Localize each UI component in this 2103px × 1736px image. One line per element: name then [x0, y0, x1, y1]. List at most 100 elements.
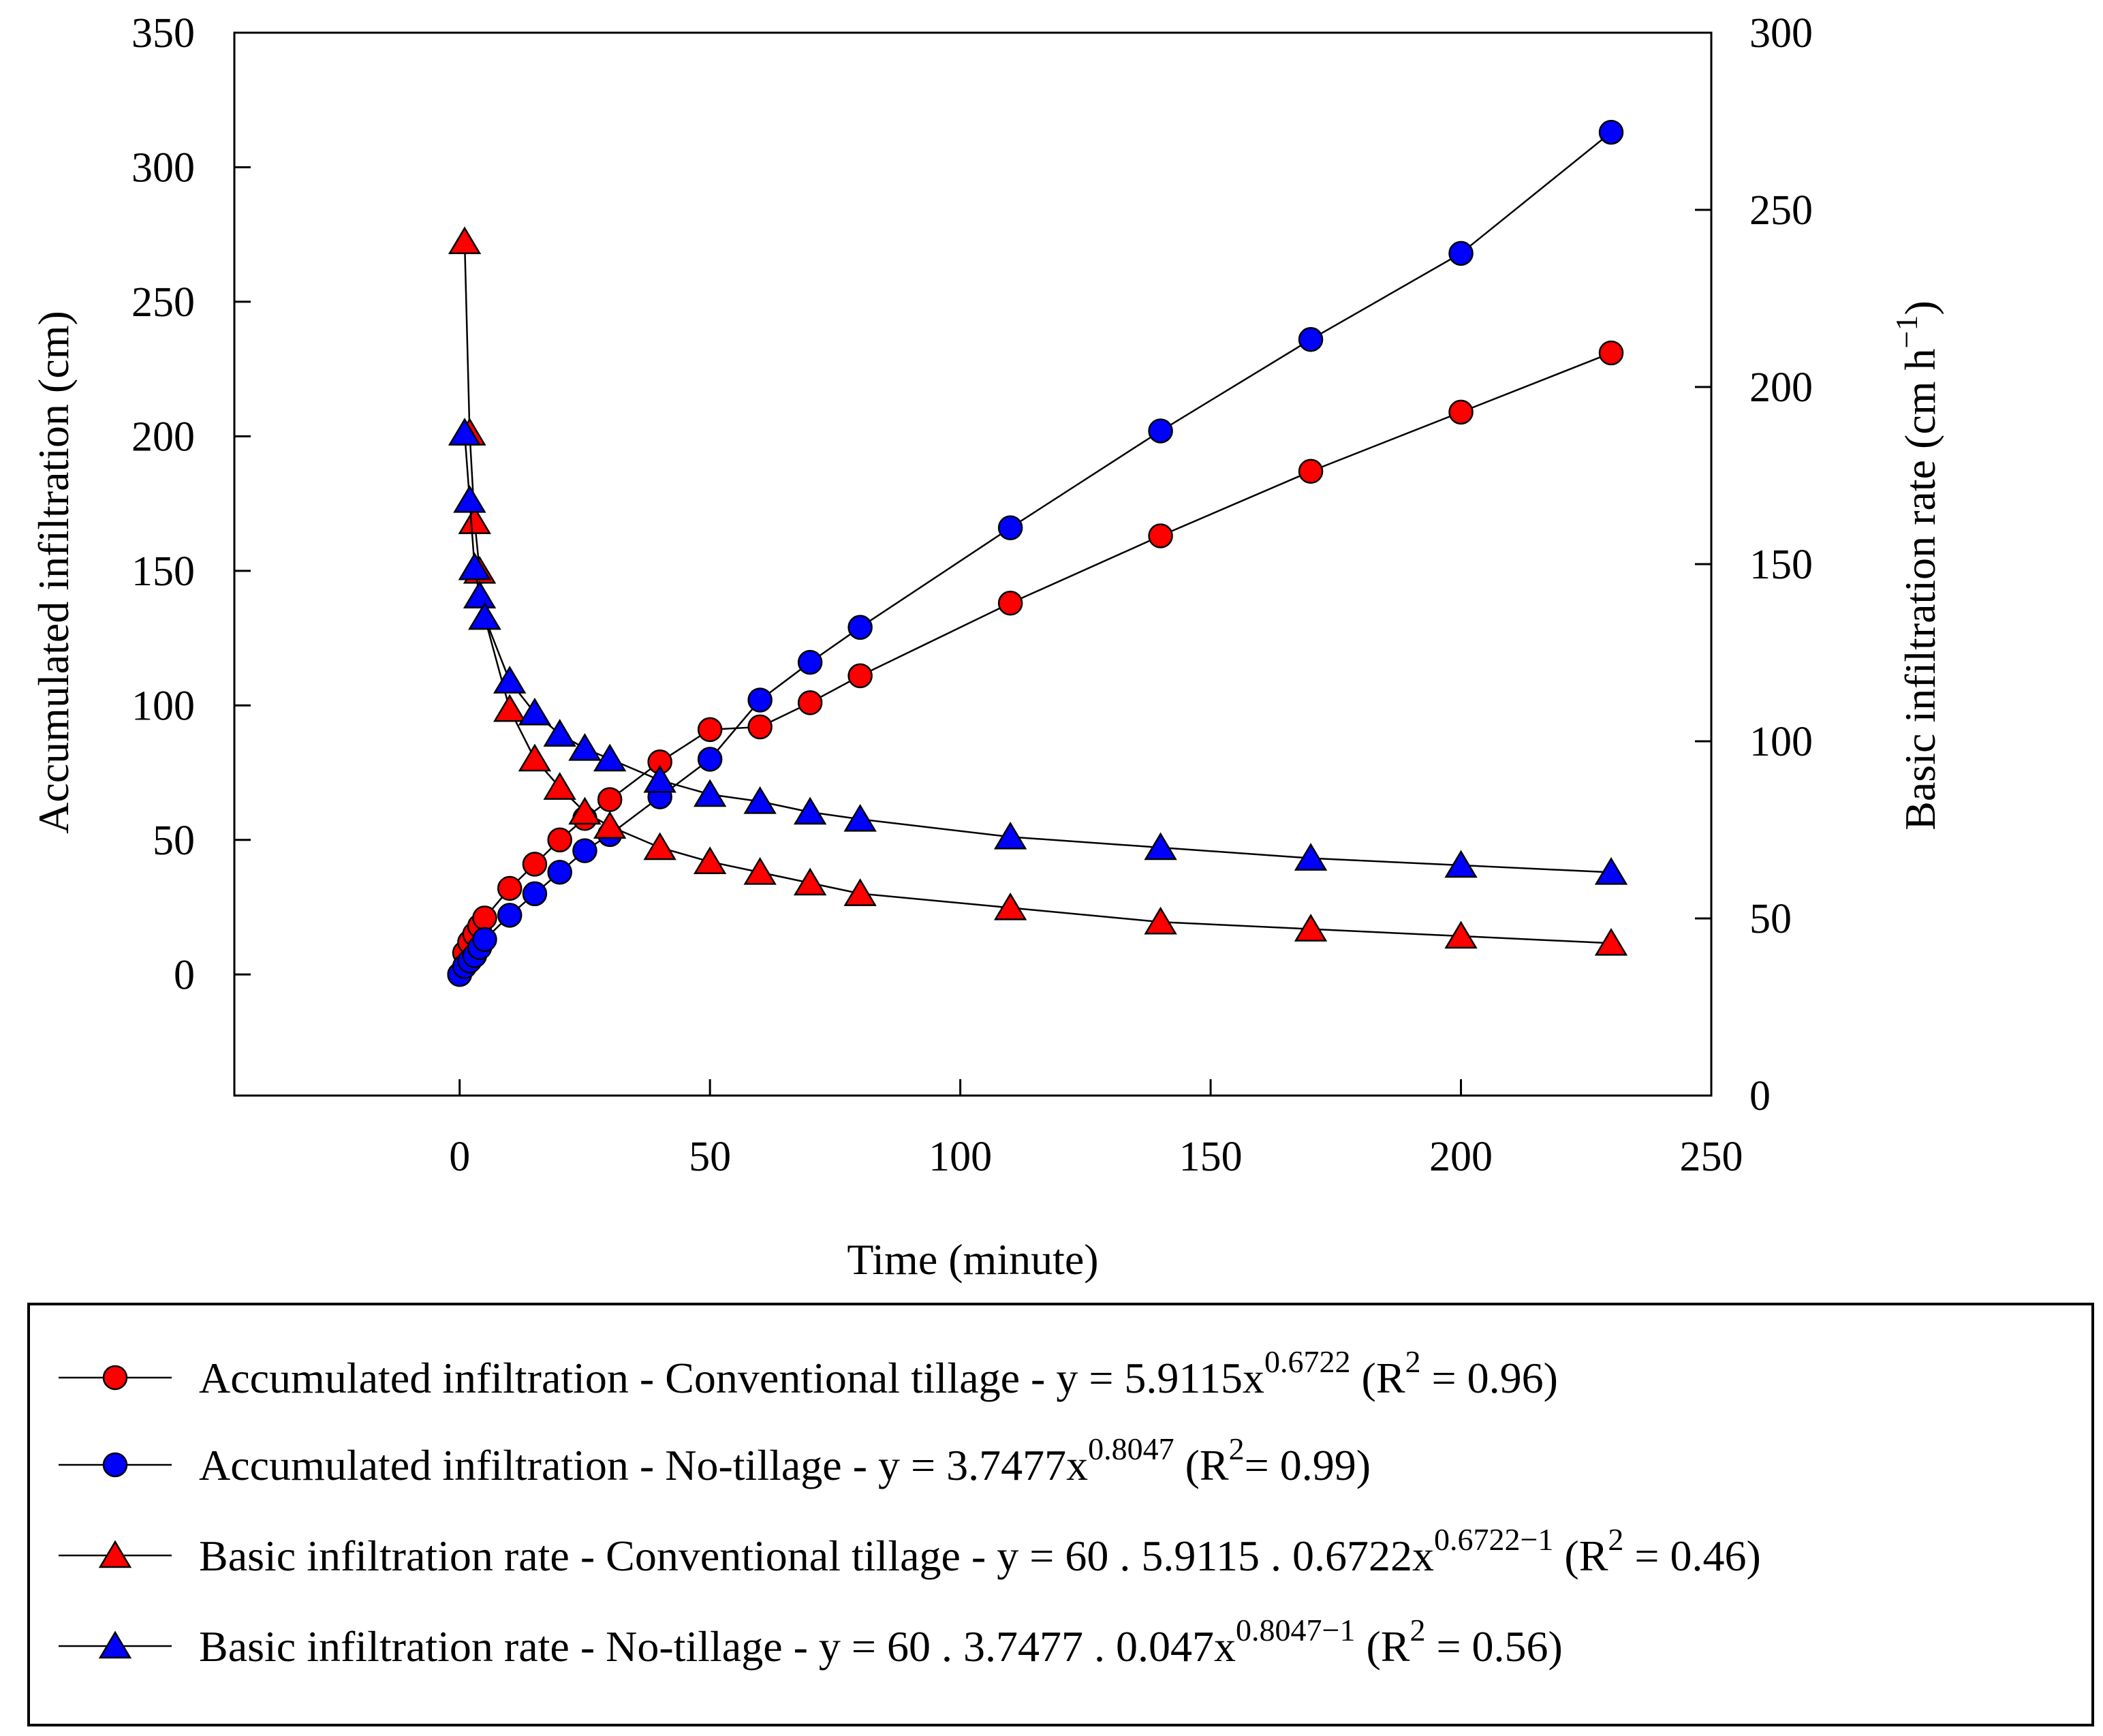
- legend-label-part: 2: [1409, 1613, 1425, 1647]
- legend-label-part: 2: [1405, 1344, 1421, 1379]
- series-4-point: [1144, 832, 1177, 861]
- series-4-point: [568, 732, 602, 761]
- series-1-point: [747, 714, 773, 740]
- series-4-point: [693, 779, 727, 807]
- series-3-point: [693, 846, 727, 875]
- series-1-point: [1148, 523, 1173, 548]
- series-1-point: [597, 787, 623, 812]
- series-3-point: [743, 856, 777, 885]
- y2-tick-label: 200: [1749, 365, 1813, 411]
- series-4-point: [593, 743, 627, 772]
- series-4-point: [448, 418, 482, 446]
- series-4-line: [463, 433, 1612, 873]
- series-4-point: [1294, 843, 1328, 871]
- series-layer: [447, 119, 1628, 987]
- series-2-point: [697, 747, 723, 772]
- y2-axis-title-sup: −1: [1889, 315, 1924, 349]
- series-2-point: [797, 649, 823, 675]
- series-4-point: [993, 821, 1027, 850]
- y-tick-label: 150: [131, 548, 195, 595]
- plot-frame: [233, 31, 1713, 1097]
- series-4-point: [453, 484, 486, 513]
- series-3-point: [1444, 920, 1478, 949]
- legend-label-part: 2: [1229, 1431, 1245, 1466]
- series-1-point: [1598, 340, 1624, 366]
- legend-label-part: (R: [1553, 1532, 1608, 1580]
- y-tick-label: 350: [131, 10, 195, 57]
- legend-label-part: = 0.46): [1623, 1532, 1760, 1580]
- series-2-point: [1148, 418, 1173, 444]
- series-3-point: [1144, 906, 1177, 935]
- legend-label-part: (R: [1351, 1354, 1405, 1402]
- series-4-point: [463, 580, 497, 609]
- y-axis-title: Accumulated infiltration (cm): [29, 311, 78, 834]
- series-2-point: [522, 881, 548, 907]
- series-1-point: [847, 663, 873, 689]
- series-4-point: [793, 796, 827, 825]
- y2-axis-title-main: Basic infiltration rate (cm h: [1896, 348, 1944, 830]
- series-1-point: [1298, 459, 1324, 484]
- legend-label-part: Basic infiltration rate - Conventional t…: [199, 1532, 1434, 1580]
- x-axis-ticks: 0 50 100 150 200 250: [449, 1079, 1743, 1180]
- series-1-point: [697, 717, 723, 743]
- series-1-point: [522, 852, 548, 877]
- legend-marker: [98, 1540, 132, 1568]
- series-1-point: [797, 690, 823, 715]
- y-tick-label: 300: [131, 144, 195, 191]
- series-4-point: [468, 602, 501, 630]
- legend-label-part: Accumulated infiltration - No-tillage - …: [199, 1441, 1088, 1489]
- y2-tick-label: 0: [1749, 1073, 1771, 1119]
- series-2-point: [747, 687, 773, 713]
- series-3-point: [993, 892, 1027, 920]
- series-3-point: [1594, 927, 1628, 956]
- legend-label-part: (R: [1174, 1441, 1229, 1489]
- series-1-point: [497, 875, 523, 901]
- series-4-point: [1594, 856, 1628, 885]
- series-4-point: [743, 786, 777, 814]
- series-4-point: [1444, 850, 1478, 878]
- y-tick-label: 100: [131, 683, 195, 729]
- legend-label-part: 0.8047: [1088, 1431, 1174, 1466]
- y2-tick-label: 100: [1749, 719, 1813, 765]
- series-2-point: [572, 838, 597, 863]
- series-4-point: [643, 764, 676, 793]
- legend-label-part: Basic infiltration rate - No-tillage - y…: [199, 1622, 1236, 1671]
- y-tick-label: 250: [131, 279, 195, 326]
- y2-tick-label: 250: [1749, 187, 1813, 234]
- legend-label-part: (R: [1355, 1622, 1409, 1671]
- series-3-point: [643, 832, 676, 861]
- series-3-point: [448, 226, 482, 255]
- series-1-point: [1448, 399, 1474, 425]
- series-4-point: [843, 803, 877, 832]
- series-4: [448, 418, 1628, 885]
- legend-label: Accumulated infiltration - Conventional …: [199, 1344, 1558, 1402]
- series-1-point: [547, 827, 572, 853]
- legend-item-2: Accumulated infiltration - No-tillage - …: [59, 1431, 1371, 1489]
- legend-label-part: Accumulated infiltration - Conventional …: [199, 1354, 1264, 1402]
- series-2-point: [997, 515, 1023, 540]
- x-tick-label: 200: [1429, 1134, 1493, 1180]
- legend-marker: [98, 1630, 132, 1659]
- series-4-point: [518, 697, 552, 726]
- x-axis-title: Time (minute): [847, 1235, 1098, 1284]
- plot-area-border: [233, 31, 1713, 1097]
- series-4-point: [493, 666, 527, 694]
- x-tick-label: 250: [1680, 1134, 1743, 1180]
- series-4-point: [458, 552, 491, 580]
- y2-tick-label: 300: [1749, 10, 1813, 57]
- series-3-line: [463, 241, 1612, 944]
- legend-label-part: 2: [1608, 1522, 1623, 1557]
- series-4-point: [543, 719, 576, 747]
- y-tick-label: 200: [131, 414, 195, 460]
- x-tick-label: 50: [689, 1134, 731, 1180]
- legend-item-1: Accumulated infiltration - Conventional …: [59, 1344, 1558, 1402]
- legend-item-3: Basic infiltration rate - Conventional t…: [59, 1522, 1761, 1580]
- series-2-point: [847, 615, 873, 640]
- series-3-point: [493, 694, 527, 722]
- legend-label: Accumulated infiltration - No-tillage - …: [199, 1431, 1371, 1489]
- y2-axis-title: Basic infiltration rate (cm h−1): [1889, 300, 1944, 831]
- series-3-point: [843, 878, 877, 906]
- y-tick-label: 0: [174, 952, 195, 998]
- y2-axis-title-end: ): [1896, 300, 1944, 315]
